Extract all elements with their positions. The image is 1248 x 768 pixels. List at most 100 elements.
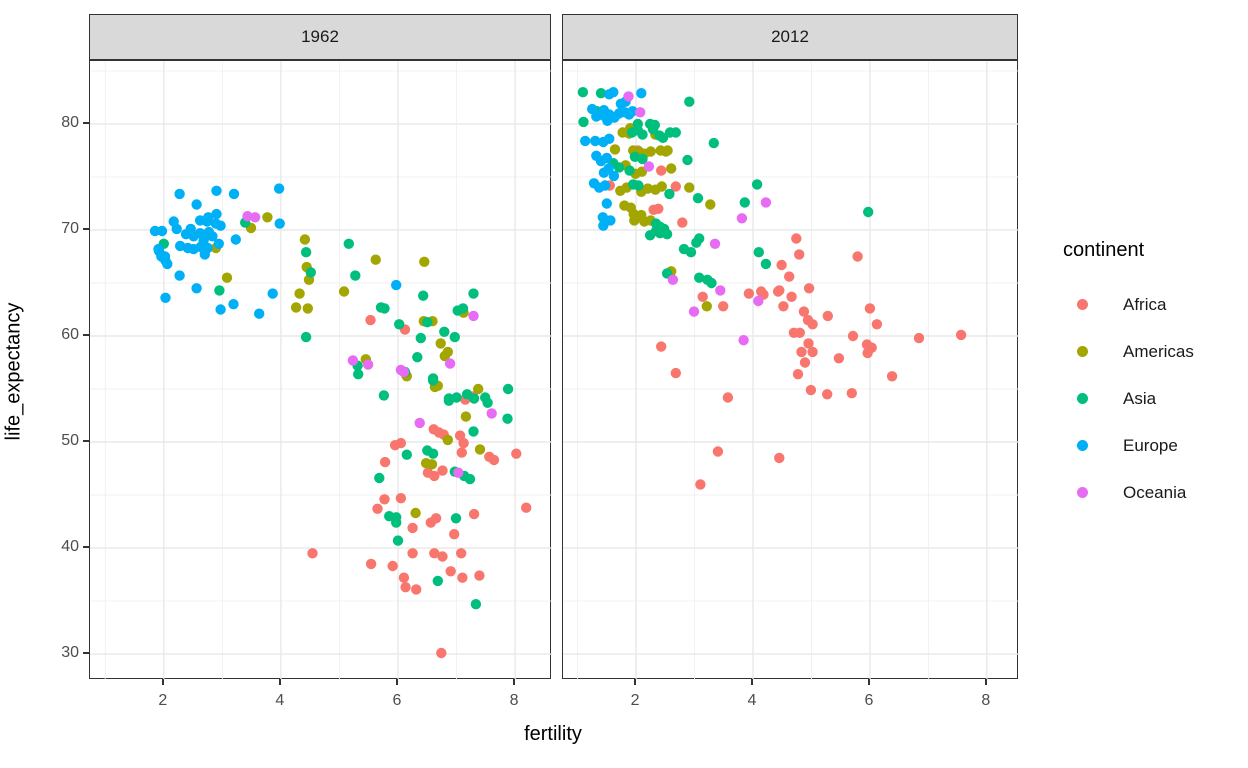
legend-items: Africa Americas Asia Europe Oceania <box>1063 281 1194 516</box>
x-tick-mark <box>868 679 870 685</box>
y-tick-label: 50 <box>61 432 79 449</box>
data-point-asia <box>427 448 439 459</box>
data-point-africa <box>474 570 485 581</box>
data-point-americas <box>290 302 302 313</box>
x-tick-mark <box>634 679 636 685</box>
y-tick-label: 80 <box>61 113 79 131</box>
data-point-oceania <box>242 211 253 222</box>
y-tick-mark <box>83 122 89 124</box>
data-point-asia <box>694 272 705 283</box>
data-point-americas <box>435 338 446 349</box>
data-point-africa <box>786 291 797 302</box>
data-point-oceania <box>736 213 748 224</box>
legend-title: continent <box>1063 239 1145 261</box>
data-point-africa <box>425 517 436 528</box>
data-point-asia <box>502 413 513 424</box>
data-point-americas <box>629 215 640 226</box>
data-point-oceania <box>249 212 261 223</box>
data-point-africa <box>456 548 467 559</box>
data-point-americas <box>294 288 305 299</box>
data-point-africa <box>871 319 883 330</box>
scatter-plot-2012 <box>563 61 1019 680</box>
legend-key-dot-icon <box>1077 299 1088 310</box>
data-point-asia <box>692 193 704 204</box>
data-point-asia <box>412 352 423 363</box>
data-point-americas <box>619 200 630 211</box>
data-point-europe <box>174 188 185 200</box>
data-point-asia <box>470 599 482 610</box>
y-axis-title: life_expectancy <box>2 302 25 441</box>
legend-item-label: Asia <box>1123 388 1157 408</box>
data-point-asia <box>415 332 426 344</box>
data-point-asia <box>670 127 681 138</box>
data-point-americas <box>705 199 716 210</box>
data-point-africa <box>365 314 376 326</box>
data-point-americas <box>609 144 621 155</box>
data-point-asia <box>378 390 390 401</box>
data-point-africa <box>803 283 815 294</box>
data-point-europe <box>160 292 171 303</box>
data-point-africa <box>712 446 724 457</box>
data-point-africa <box>407 522 418 534</box>
data-point-asia <box>595 88 607 99</box>
data-point-oceania <box>709 238 721 249</box>
legend-item-label: Africa <box>1123 294 1167 314</box>
x-tick-label: 2 <box>630 692 640 709</box>
data-point-europe <box>274 218 285 229</box>
data-point-asia <box>305 267 316 278</box>
legend-key-dot-icon <box>1077 487 1088 498</box>
data-point-africa <box>822 389 833 400</box>
data-point-africa <box>772 286 784 297</box>
data-point-oceania <box>688 306 700 317</box>
data-point-asia <box>464 473 476 485</box>
x-tick-mark <box>751 679 753 685</box>
scatter-plot-1962 <box>90 61 552 680</box>
data-point-africa <box>803 338 814 349</box>
data-point-africa <box>437 465 448 476</box>
legend: continent Africa Americas Asia Europe Oceani… <box>1063 239 1194 516</box>
legend-item-africa: Africa <box>1063 281 1194 328</box>
legend-key-dot-icon <box>1077 346 1088 357</box>
data-point-africa <box>695 479 706 490</box>
x-tick-mark <box>985 679 987 685</box>
data-point-africa <box>656 165 667 176</box>
facet-panel-2012 <box>562 60 1019 680</box>
x-tick-mark <box>396 679 398 685</box>
data-point-africa <box>743 288 755 299</box>
data-point-africa <box>656 341 667 352</box>
data-point-europe <box>215 304 226 315</box>
y-tick-label: 40 <box>61 538 79 556</box>
facet-strip-1962: 1962 <box>89 14 551 60</box>
data-point-africa <box>791 233 802 244</box>
data-point-africa <box>778 301 789 312</box>
data-point-asia <box>647 124 659 135</box>
data-point-oceania <box>760 197 772 208</box>
data-point-asia <box>664 188 675 200</box>
data-point-africa <box>398 572 410 583</box>
data-point-oceania <box>635 107 646 118</box>
data-point-europe <box>604 133 615 144</box>
data-point-europe <box>273 183 285 194</box>
data-point-asia <box>682 154 693 166</box>
data-point-asia <box>350 270 361 281</box>
data-point-asia <box>422 317 433 328</box>
data-point-africa <box>697 291 708 302</box>
data-point-africa <box>886 371 898 382</box>
data-point-oceania <box>347 355 359 366</box>
data-point-americas <box>442 434 453 446</box>
data-point-africa <box>774 452 785 464</box>
data-point-europe <box>191 283 202 294</box>
data-point-europe <box>228 299 239 310</box>
data-point-africa <box>407 548 418 559</box>
data-point-europe <box>599 180 611 191</box>
data-point-oceania <box>715 285 726 296</box>
data-point-africa <box>307 548 318 559</box>
y-tick-mark <box>83 228 89 230</box>
data-point-asia <box>449 331 460 343</box>
data-point-asia <box>502 383 514 395</box>
data-point-europe <box>254 308 265 319</box>
data-point-oceania <box>414 417 425 429</box>
data-point-asia <box>739 197 750 208</box>
data-point-americas <box>410 507 421 519</box>
data-point-asia <box>577 87 589 98</box>
